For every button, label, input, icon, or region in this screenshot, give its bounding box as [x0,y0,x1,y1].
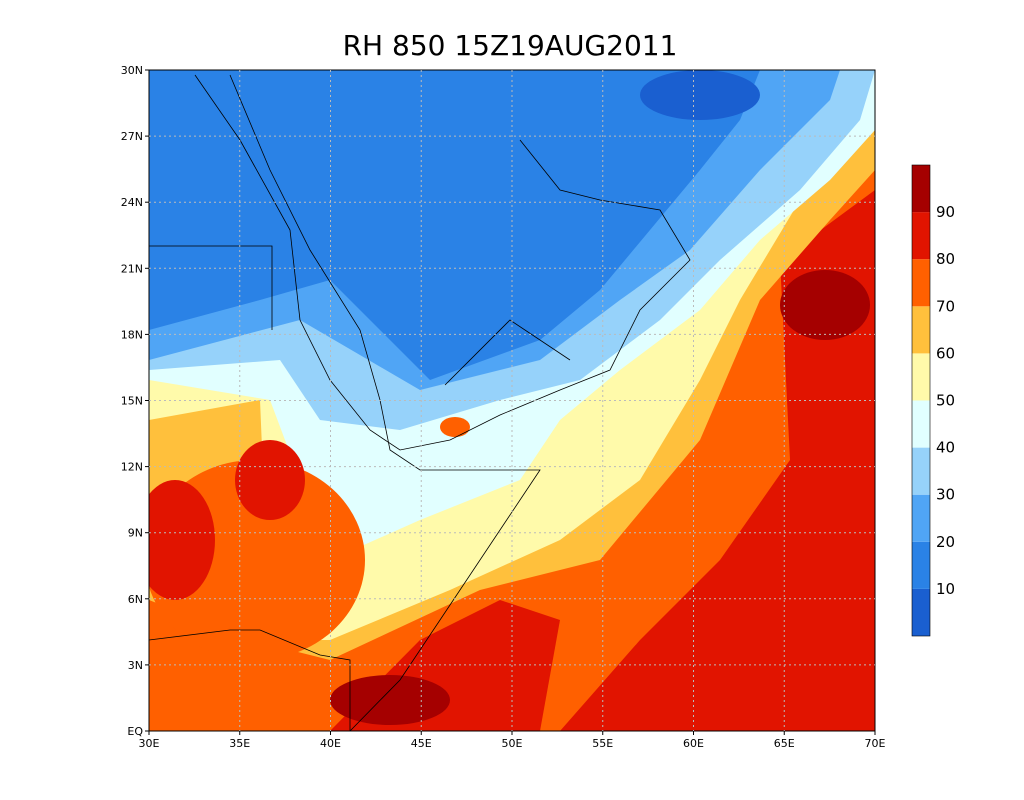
x-tick-label: 65E [774,737,795,750]
colorbar-segment [912,212,930,260]
border [444,319,571,386]
y-tick-label: 21N [121,262,143,275]
field-fill [149,70,760,380]
y-tick-label: 6N [128,593,143,606]
colorbar-label: 60 [936,344,955,362]
x-tick-label: 55E [592,737,613,750]
colorbar-label: 50 [936,392,955,410]
colorbar-label: 20 [936,533,955,551]
y-tick-label: 3N [128,659,143,672]
border [149,629,351,731]
x-tick-label: 45E [411,737,432,750]
colorbar-segment [912,353,930,401]
x-tick-label: 60E [683,737,704,750]
colorbar-label: 70 [936,297,955,315]
field-fill [149,480,215,600]
colorbar-segment [912,306,930,354]
colorbar-segment [912,447,930,495]
border [149,245,273,330]
y-tick-label: 12N [121,461,143,474]
map-title: RH 850 15Z19AUG2011 [343,29,678,62]
field-fill [330,675,450,725]
y-tick-label: 30N [121,64,143,77]
y-tick-label: 27N [121,130,143,143]
x-tick-label: 35E [229,737,250,750]
y-tick-label: 15N [121,395,143,408]
colorbar-label: 80 [936,250,955,268]
coastline [229,74,541,731]
x-tick-label: 70E [865,737,886,750]
colorbar-segment [912,400,930,448]
colorbar-segment [912,259,930,307]
colorbar-label: 10 [936,580,955,598]
x-tick-label: 30E [139,737,160,750]
y-tick-label: EQ [127,725,143,738]
colorbar-segment [912,494,930,542]
colorbar-label: 90 [936,203,955,221]
colorbar-segment [912,165,930,213]
colorbar-label: 40 [936,439,955,457]
y-tick-label: 18N [121,328,143,341]
colorbar-label: 30 [936,486,955,504]
y-tick-label: 9N [128,527,143,540]
colorbar-frame [911,164,931,637]
field-fill [780,270,870,340]
colorbar-segment [912,588,930,636]
field-fill [235,440,305,520]
field-fill [440,417,470,437]
x-tick-label: 50E [502,737,523,750]
coastline [194,74,691,451]
field-fill [640,70,760,120]
colorbar-segment [912,541,930,589]
x-tick-label: 40E [320,737,341,750]
y-tick-label: 24N [121,196,143,209]
